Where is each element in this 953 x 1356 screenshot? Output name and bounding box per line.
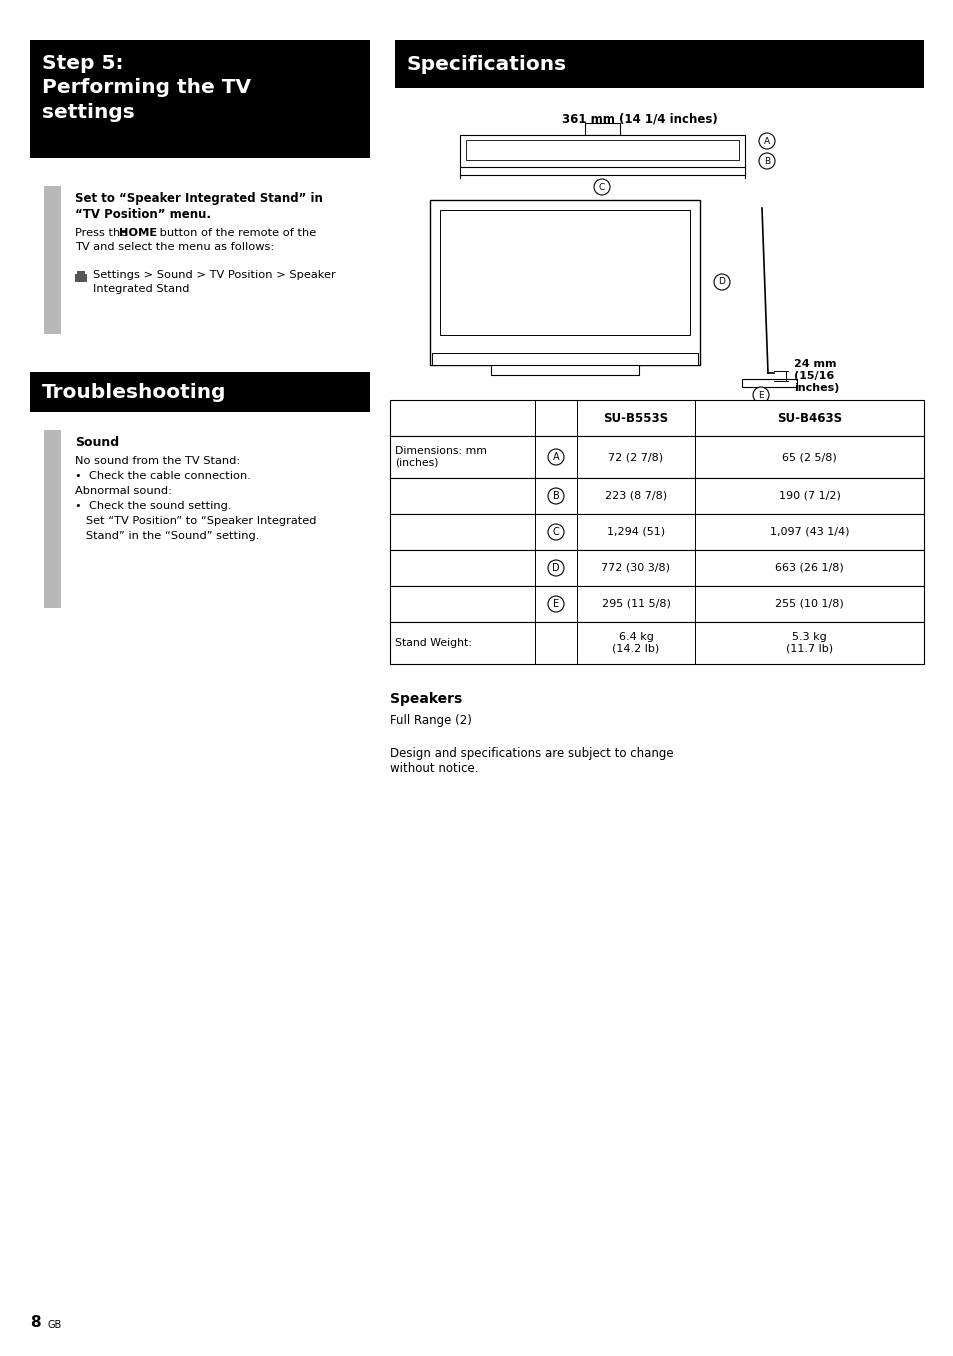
Bar [30,372,370,412]
Bar [490,365,639,376]
Text: D: D [552,563,559,574]
Text: 223 (8 7/8): 223 (8 7/8) [604,491,666,500]
Text: No sound from the TV Stand:: No sound from the TV Stand: [75,456,240,466]
Circle shape [752,386,768,403]
Circle shape [594,179,609,195]
Bar [75,274,87,282]
Text: button of the remote of the: button of the remote of the [156,228,315,239]
Text: 255 (10 1/8): 255 (10 1/8) [774,599,843,609]
Text: D: D [718,278,724,286]
Bar [390,622,923,664]
Text: Design and specifications are subject to change
without notice.: Design and specifications are subject to… [390,747,673,776]
Text: Full Range (2): Full Range (2) [390,715,472,727]
Text: B: B [552,491,558,500]
Bar [465,140,739,160]
Bar [77,271,85,275]
Text: HOME: HOME [119,228,157,239]
Bar [432,353,698,365]
Text: Settings > Sound > TV Position > Speaker: Settings > Sound > TV Position > Speaker [92,270,335,279]
Text: Dimensions: mm
(inches): Dimensions: mm (inches) [395,446,486,468]
Bar [430,199,700,365]
Text: E: E [553,599,558,609]
Text: GB: GB [48,1319,62,1330]
Circle shape [547,523,563,540]
Text: 5.3 kg
(11.7 lb): 5.3 kg (11.7 lb) [785,632,832,654]
Text: E: E [758,391,763,400]
Text: TV and select the menu as follows:: TV and select the menu as follows: [75,241,274,252]
Text: Stand” in the “Sound” setting.: Stand” in the “Sound” setting. [75,532,259,541]
Bar [390,514,923,551]
Text: Troubleshooting: Troubleshooting [42,382,226,401]
Bar [390,551,923,586]
Text: C: C [598,183,604,191]
Text: Set to “Speaker Integrated Stand” in
“TV Position” menu.: Set to “Speaker Integrated Stand” in “TV… [75,193,322,221]
Text: A: A [763,137,769,145]
Text: 65 (2 5/8): 65 (2 5/8) [781,452,836,462]
Text: C: C [552,527,558,537]
Bar [584,123,619,136]
Circle shape [759,133,774,149]
Bar [459,136,744,167]
Text: Press the: Press the [75,228,131,239]
Circle shape [547,560,563,576]
Bar [390,400,923,437]
Text: SU-B463S: SU-B463S [776,411,841,424]
Text: 24 mm
(15/16
inches): 24 mm (15/16 inches) [793,359,839,393]
Bar [390,437,923,479]
Text: 663 (26 1/8): 663 (26 1/8) [774,563,843,574]
Text: SU-B553S: SU-B553S [603,411,668,424]
Text: 8: 8 [30,1315,41,1330]
Text: Speakers: Speakers [390,692,462,706]
Text: Set “TV Position” to “Speaker Integrated: Set “TV Position” to “Speaker Integrated [75,517,316,526]
Text: A: A [552,452,558,462]
Bar [44,186,61,334]
Text: 1,294 (51): 1,294 (51) [606,527,664,537]
Text: •  Check the cable connection.: • Check the cable connection. [75,471,251,481]
Bar [390,479,923,514]
Bar [741,378,796,386]
Bar [390,586,923,622]
Bar [44,430,61,607]
Circle shape [547,449,563,465]
Text: 772 (30 3/8): 772 (30 3/8) [601,563,670,574]
Text: 6.4 kg
(14.2 lb): 6.4 kg (14.2 lb) [612,632,659,654]
Text: 190 (7 1/2): 190 (7 1/2) [778,491,840,500]
Text: B: B [763,156,769,165]
Text: Abnormal sound:: Abnormal sound: [75,485,172,496]
Text: 295 (11 5/8): 295 (11 5/8) [601,599,670,609]
Circle shape [547,488,563,504]
Bar [395,39,923,88]
Text: Stand Weight:: Stand Weight: [395,639,472,648]
Text: Specifications: Specifications [407,54,566,73]
Bar [30,39,370,159]
Text: 72 (2 7/8): 72 (2 7/8) [608,452,663,462]
Circle shape [547,597,563,612]
Bar [439,210,689,335]
Text: 361 mm (14 1/4 inches): 361 mm (14 1/4 inches) [561,113,717,125]
Text: •  Check the sound setting.: • Check the sound setting. [75,500,232,511]
Text: 1,097 (43 1/4): 1,097 (43 1/4) [769,527,848,537]
Text: Integrated Stand: Integrated Stand [92,283,190,294]
Text: Step 5:
Performing the TV
settings: Step 5: Performing the TV settings [42,54,251,122]
Circle shape [713,274,729,290]
Circle shape [759,153,774,170]
Text: Sound: Sound [75,437,119,449]
